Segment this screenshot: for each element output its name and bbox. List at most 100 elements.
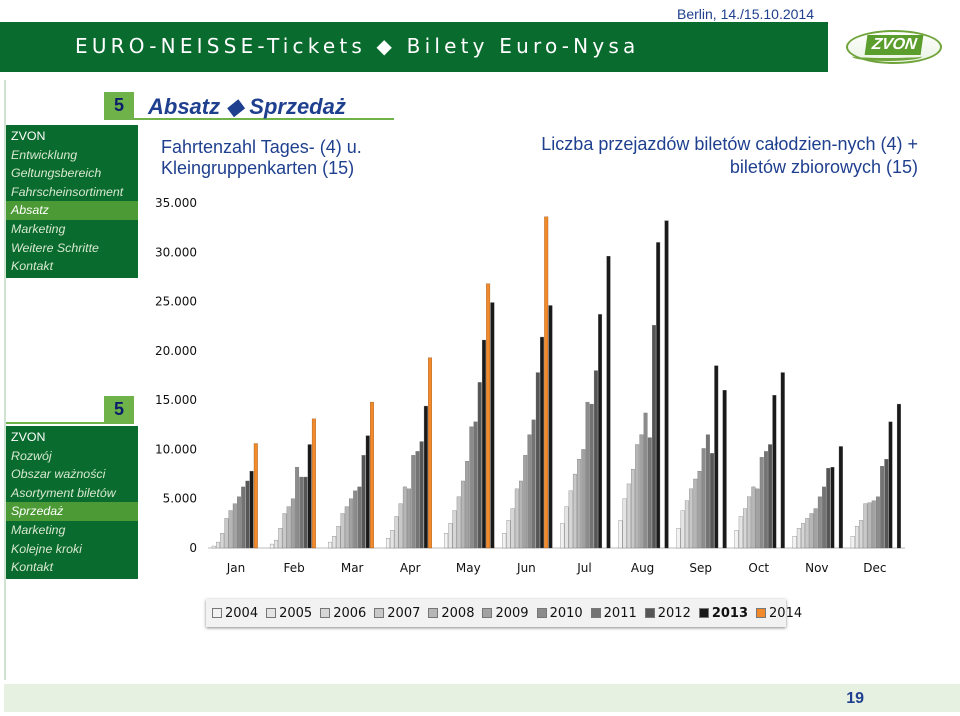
bar-2006-jan [220, 533, 225, 549]
nav-de-absatz[interactable]: Absatz [6, 201, 138, 220]
bar-2004-may [444, 533, 449, 549]
legend-item-2014: 2014 [756, 606, 802, 621]
bar-2007-nov [805, 518, 810, 549]
bar-2013-jul [598, 314, 603, 549]
nav-pl-obszar-waznosci[interactable]: Obszar ważności [11, 467, 106, 482]
bar-2012-nov [826, 468, 831, 549]
bar-2005-may [448, 523, 453, 549]
nav-pl-kolejne-kroki[interactable]: Kolejne kroki [11, 541, 82, 556]
page-heading: Absatz ◆ Sprzedaż [148, 94, 346, 119]
bar-2005-jan [216, 541, 220, 549]
legend-label: 2014 [769, 605, 803, 621]
nav-pl-zvon[interactable]: ZVON [11, 430, 46, 444]
legend-label: 2008 [441, 605, 475, 621]
bar-2012-oct [768, 444, 773, 549]
bar-2010-dec [875, 496, 880, 549]
bar-2004-apr [386, 537, 390, 549]
bar-2013-dec [888, 421, 893, 549]
nav-de-zvon[interactable]: ZVON [11, 129, 46, 143]
legend-swatch [756, 608, 767, 618]
x-tick-label: Aug [631, 561, 654, 575]
bar-2005-aug [622, 498, 627, 549]
bar-2010-oct [759, 457, 764, 549]
bar-2011-apr [415, 451, 420, 549]
bar-2008-jun [519, 480, 523, 549]
bar-2007-mar [340, 513, 345, 549]
legend-label: 2013 [711, 605, 749, 621]
bar-extra-dec [896, 403, 901, 549]
legend-label: 2004 [225, 605, 259, 621]
bar-2008-apr [402, 486, 407, 549]
section-underline-de [104, 118, 394, 120]
nav-menu-de: ZVON Entwicklung Geltungsbereich Fahrsch… [6, 125, 138, 278]
header-bar [0, 22, 828, 72]
bar-2006-sep [684, 500, 689, 549]
bar-2008-sep [693, 478, 698, 549]
bar-2009-mar [349, 498, 353, 549]
nav-de-weitere-schritte[interactable]: Weitere Schritte [11, 240, 99, 255]
bar-2006-mar [336, 526, 341, 549]
nav-de-marketing[interactable]: Marketing [11, 221, 66, 236]
nav-de-entwicklung[interactable]: Entwicklung [11, 147, 78, 162]
bar-2008-dec [867, 502, 872, 549]
bar-2007-aug [631, 468, 635, 549]
bar-2006-apr [394, 516, 399, 549]
legend-item-2011: 2011 [590, 605, 637, 621]
bar-2011-feb [299, 476, 304, 549]
legend-swatch [698, 608, 709, 618]
nav-de-fahrscheinsortiment[interactable]: Fahrscheinsortiment [11, 184, 124, 199]
bar-2010-jun [527, 434, 532, 549]
nav-de-kontakt[interactable]: Kontakt [11, 259, 54, 274]
bar-extra-oct [780, 372, 785, 549]
bar-2008-oct [751, 486, 756, 549]
bar-2009-jun [523, 455, 528, 549]
header-date: Berlin, 14./15.10.2014 [677, 6, 814, 22]
legend-label: 2007 [387, 605, 421, 621]
legend-item-2005: 2005 [266, 606, 312, 621]
bar-2010-sep [701, 448, 706, 549]
x-tick-label: Jun [516, 561, 536, 575]
bar-2014-jan [253, 443, 258, 549]
y-tick-label: 0 [189, 541, 197, 555]
bar-2008-aug [635, 444, 640, 549]
x-tick-label: Apr [400, 561, 421, 575]
legend-label: 2011 [603, 605, 637, 621]
nav-de-geltungsbereich[interactable]: Geltungsbereich [11, 166, 102, 181]
bar-2008-jul [577, 459, 582, 549]
bar-2013-may [481, 339, 486, 549]
bar-2006-aug [626, 483, 631, 549]
legend-item-2004: 2004 [212, 606, 258, 621]
bar-2013-aug [656, 242, 661, 549]
bar-2004-mar [328, 541, 332, 549]
nav-pl-kontakt[interactable]: Kontakt [11, 560, 54, 575]
bar-2010-jul [585, 401, 590, 549]
bar-2012-dec [884, 459, 889, 549]
bar-2004-dec [850, 536, 855, 549]
bar-2004-oct [734, 530, 739, 549]
bar-2011-dec [880, 466, 885, 549]
chart-legend: 2004 2005 2006 2007 2008 2009 2010 2011 2012 2013… [206, 599, 802, 627]
nav-pl-rozwoj[interactable]: Rozwój [11, 448, 52, 463]
legend-item-2012: 2012 [644, 606, 691, 621]
bar-2009-may [465, 461, 470, 549]
legend-label: 2010 [549, 605, 583, 621]
footer-bar [4, 684, 960, 712]
bar-2004-jan [211, 545, 216, 549]
bar-2012-mar [361, 455, 366, 549]
bar-2007-feb [282, 513, 287, 549]
x-tick-label: Feb [283, 561, 304, 575]
bar-2012-feb [303, 476, 308, 549]
nav-pl-sprzedaz[interactable]: Sprzedaż [6, 502, 138, 521]
nav-pl-asortyment-biletow[interactable]: Asortyment biletów [11, 485, 116, 500]
y-tick-label: 30.000 [155, 245, 197, 259]
bar-2012-aug [652, 325, 656, 549]
y-tick-label: 15.000 [155, 393, 197, 407]
bar-2012-may [477, 382, 482, 549]
bar-2005-nov [796, 528, 801, 549]
nav-pl-marketing[interactable]: Marketing [11, 522, 66, 537]
bar-2004-sep [676, 528, 681, 549]
bar-2014-jun [544, 216, 549, 549]
bar-2013-oct [772, 395, 777, 549]
legend-label: 2009 [495, 605, 529, 621]
bar-extra-jul [606, 256, 611, 549]
